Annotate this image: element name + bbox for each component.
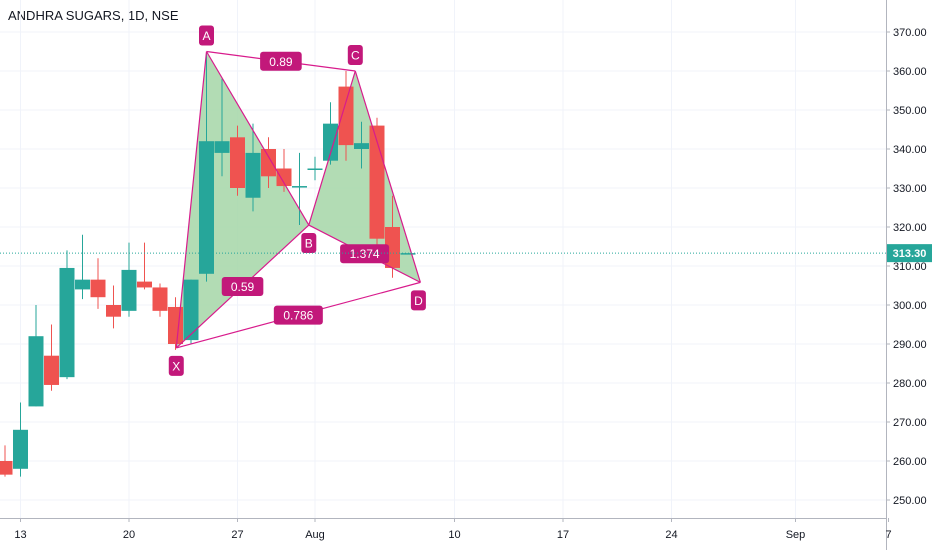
pattern-point-D[interactable]: D <box>410 290 426 311</box>
price-axis-bg <box>886 0 932 550</box>
price-tick-label: 290.00 <box>893 339 927 351</box>
point-label-text: B <box>305 237 313 251</box>
candle-down <box>230 137 245 188</box>
point-label-bg <box>410 290 426 311</box>
time-tick-label: 13 <box>14 529 26 541</box>
point-label-text: D <box>414 294 423 308</box>
candle-up <box>292 186 307 188</box>
pattern-point-C[interactable]: C <box>347 45 363 65</box>
price-tick-label: 300.00 <box>893 300 927 312</box>
point-label-text: C <box>351 49 360 63</box>
time-axis-bg <box>0 518 886 550</box>
price-tick-label: 340.00 <box>893 144 927 156</box>
candle-up <box>75 279 90 290</box>
candle-down <box>168 306 183 344</box>
candle-down <box>338 86 354 146</box>
ratio-label-0-786[interactable]: 0.786 <box>273 305 323 325</box>
time-tick-label: Aug <box>305 529 325 541</box>
ratio-label-bg <box>221 276 264 296</box>
candle-up <box>323 123 338 161</box>
point-label-bg <box>199 25 214 46</box>
price-tick-label: 250.00 <box>893 495 927 507</box>
time-axis[interactable]: 13 20 27 Aug 10 17 24 Sep 7 <box>0 518 892 550</box>
ratio-label-1-374[interactable]: 1.374 <box>340 244 390 264</box>
price-tick-label: 320.00 <box>893 222 927 234</box>
price-tick-label: 370.00 <box>893 27 927 39</box>
price-tick-label: 310.00 <box>893 261 927 273</box>
candle-down <box>106 305 121 317</box>
ratio-label-bg <box>273 305 323 325</box>
pattern-point-B[interactable]: B <box>301 233 317 254</box>
candle-up <box>400 253 416 255</box>
point-label-bg <box>301 233 317 254</box>
chart-symbol-title: ANDHRA SUGARS, 1D, NSE <box>8 8 179 23</box>
candle-up <box>13 429 28 469</box>
ratio-label-text: 0.89 <box>269 55 293 69</box>
point-label-bg <box>168 355 184 376</box>
price-axis[interactable]: 250.00 260.00 270.00 280.00 290.00 300.00 310.… <box>886 0 932 550</box>
candle-up <box>245 152 261 198</box>
candle-down <box>276 168 292 187</box>
pattern-point-X[interactable]: X <box>168 355 184 376</box>
time-tick-label: 7 <box>885 529 891 541</box>
candle-up <box>354 143 369 149</box>
pattern-leg-cd <box>354 70 421 283</box>
price-tick-label: 350.00 <box>893 105 927 117</box>
ratio-label-bg <box>260 51 302 71</box>
harmonic-pattern[interactable]: 0.89 0.59 1.374 0.786 X A B C D <box>168 25 426 376</box>
ratio-label-text: 0.59 <box>231 280 255 294</box>
pattern-point-A[interactable]: A <box>199 25 214 46</box>
candle-up <box>121 269 137 311</box>
candle-up <box>199 141 214 274</box>
last-price-value: 313.30 <box>893 248 927 260</box>
candle-down <box>90 279 106 298</box>
candle-up <box>214 141 230 153</box>
price-tick-label: 260.00 <box>893 456 927 468</box>
candle-down <box>0 461 13 475</box>
candle-up <box>307 168 323 170</box>
time-tick-label: 24 <box>665 529 677 541</box>
price-tick-label: 270.00 <box>893 417 927 429</box>
point-label-text: A <box>202 29 210 43</box>
candle-down <box>44 355 59 385</box>
price-tick-label: 330.00 <box>893 183 927 195</box>
point-label-text: X <box>172 359 180 373</box>
candle-up <box>59 267 75 378</box>
point-label-bg <box>347 45 363 65</box>
ratio-label-text: 0.786 <box>283 309 313 323</box>
candle-up <box>28 336 44 407</box>
ratio-label-text: 1.374 <box>350 247 380 261</box>
pattern-leg-ab <box>205 51 310 226</box>
time-tick-label: 27 <box>231 529 243 541</box>
candle-down <box>152 287 168 311</box>
price-tick-label: 360.00 <box>893 66 927 78</box>
time-tick-label: 17 <box>557 529 569 541</box>
last-price-badge-bg <box>887 244 932 263</box>
grid <box>0 0 889 518</box>
price-tick-label: 280.00 <box>893 378 927 390</box>
time-tick-label: 20 <box>123 529 135 541</box>
time-tick-label: 10 <box>448 529 460 541</box>
ratio-label-bg <box>340 244 390 264</box>
candle-up <box>183 279 199 341</box>
pattern-leg-bc <box>308 70 356 226</box>
candle-down <box>261 149 276 177</box>
time-tick-label: Sep <box>786 529 806 541</box>
candle-down <box>137 281 152 288</box>
last-price-badge: 313.30 <box>887 244 932 263</box>
pattern-leg-xa <box>175 51 208 348</box>
ratio-label-0-89[interactable]: 0.89 <box>260 51 302 71</box>
ratio-label-0-59[interactable]: 0.59 <box>221 276 264 296</box>
